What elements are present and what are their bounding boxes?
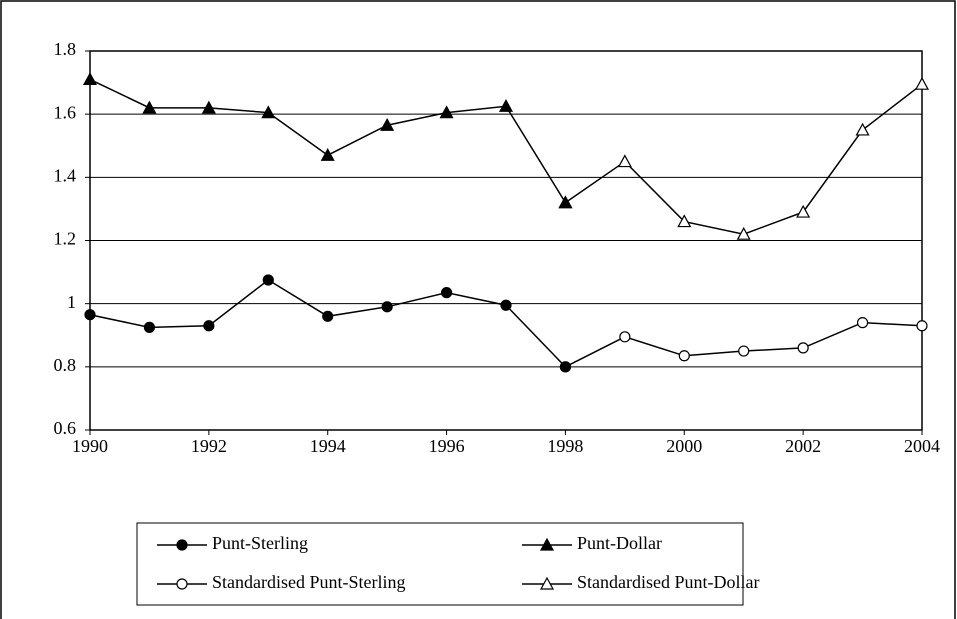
data-point: [201, 100, 216, 114]
data-point: [856, 317, 869, 329]
data-point: [558, 195, 573, 209]
data-point: [677, 214, 692, 228]
y-tick-label: 1.4: [54, 165, 77, 185]
legend-marker: [539, 576, 555, 590]
data-point: [142, 100, 157, 114]
legend-label: Standardised Punt-Sterling: [212, 572, 405, 592]
data-point: [617, 154, 632, 168]
y-tick-label: 1.8: [54, 39, 77, 59]
legend-label: Punt-Sterling: [212, 533, 308, 553]
data-point: [262, 274, 274, 286]
y-tick-label: 1: [67, 292, 76, 312]
data-point: [320, 147, 335, 161]
y-tick-label: 0.8: [54, 355, 77, 375]
plot-area: [89, 50, 923, 431]
y-tick-label: 0.6: [54, 418, 77, 438]
data-point: [82, 72, 98, 86]
series-line: [89, 279, 566, 368]
data-point: [619, 331, 631, 343]
data-point: [322, 310, 334, 322]
data-point: [143, 321, 156, 333]
x-tick-label: 2000: [666, 436, 702, 456]
data-point: [855, 122, 870, 136]
x-tick-label: 1996: [429, 436, 465, 456]
x-tick-label: 1990: [72, 436, 108, 456]
data-point: [738, 345, 750, 357]
y-tick-label: 1.2: [54, 229, 77, 249]
x-tick-label: 1994: [310, 436, 346, 456]
data-point: [381, 301, 393, 313]
data-point: [203, 320, 215, 332]
data-point: [796, 204, 811, 218]
y-tick-label: 1.6: [54, 102, 77, 122]
data-point: [439, 105, 454, 119]
x-tick-label: 2002: [785, 436, 821, 456]
data-point: [797, 342, 809, 354]
data-point: [440, 287, 453, 299]
x-tick-label: 1998: [547, 436, 583, 456]
series-line: [565, 83, 923, 235]
data-point: [678, 350, 690, 362]
legend-box: [136, 522, 744, 606]
x-tick-label: 2004: [904, 436, 940, 456]
legend-marker: [539, 537, 555, 551]
legend-label: Standardised Punt-Dollar: [577, 572, 759, 592]
data-point: [498, 99, 514, 112]
series-line: [89, 78, 567, 203]
data-point: [914, 76, 930, 90]
data-point: [380, 117, 395, 131]
x-tick-label: 1992: [191, 436, 227, 456]
data-point: [916, 320, 928, 332]
series-line: [565, 321, 923, 368]
data-point: [261, 105, 276, 119]
data-point: [559, 361, 572, 373]
legend-marker: [176, 539, 188, 551]
data-point: [500, 299, 512, 311]
data-point: [84, 309, 96, 321]
legend-label: Punt-Dollar: [577, 533, 662, 553]
legend-marker: [176, 578, 188, 590]
data-point: [736, 226, 751, 240]
